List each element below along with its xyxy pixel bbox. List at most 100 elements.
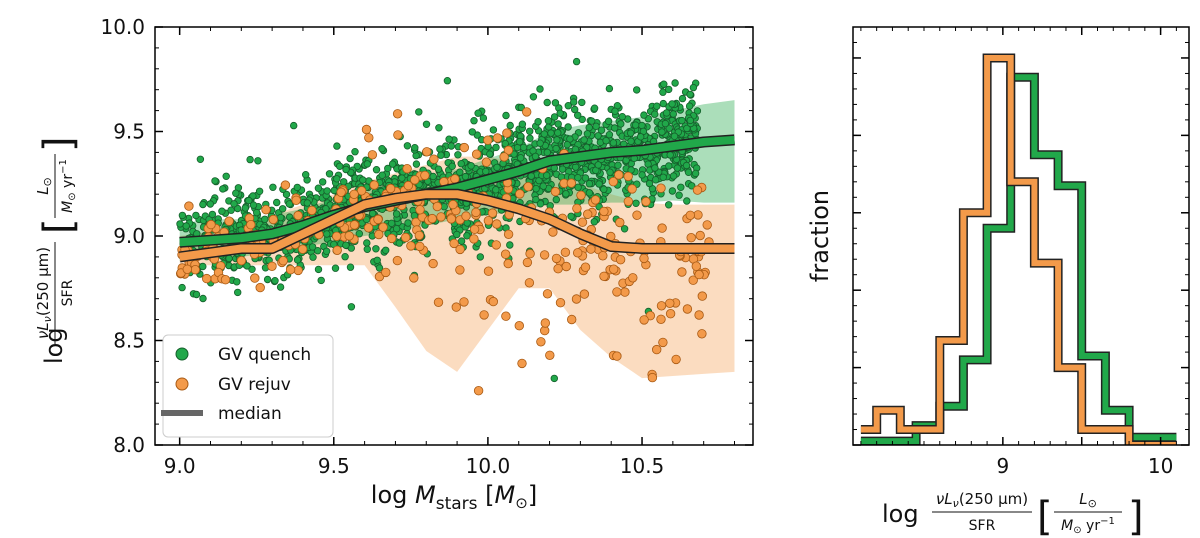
quench-point xyxy=(618,112,626,121)
quench-point xyxy=(309,253,317,261)
quench-point xyxy=(620,225,629,233)
rejuv-point xyxy=(267,261,277,272)
rejuv-point xyxy=(691,261,702,271)
quench-point xyxy=(331,264,340,272)
quench-point xyxy=(585,189,594,197)
quench-point xyxy=(665,201,673,209)
rejuv-point xyxy=(415,205,425,215)
quench-point xyxy=(233,288,242,297)
quench-point xyxy=(614,161,622,169)
rejuv-point xyxy=(671,354,681,365)
quench-point xyxy=(293,256,302,264)
rejuv-point xyxy=(285,265,296,275)
quench-point xyxy=(570,98,578,106)
quench-point xyxy=(683,124,691,133)
rejuv-point xyxy=(503,229,514,240)
quench-point xyxy=(627,137,635,145)
quench-point xyxy=(631,121,640,129)
quench-point xyxy=(261,215,269,223)
rejuv-point xyxy=(571,294,582,304)
rejuv-point xyxy=(469,224,480,235)
quench-median-line xyxy=(179,135,735,247)
quench-point xyxy=(290,121,298,130)
quench-point xyxy=(346,263,355,271)
rejuv-point xyxy=(555,298,566,308)
quench-point xyxy=(468,128,476,136)
quench-point xyxy=(486,150,494,158)
quench-point xyxy=(563,140,571,149)
rejuv-point xyxy=(332,245,342,256)
rejuv-point xyxy=(525,248,535,259)
rejuv-point xyxy=(682,304,693,314)
rejuv-point xyxy=(402,163,412,174)
quench-point xyxy=(644,160,652,168)
rejuv-point xyxy=(628,273,638,283)
rejuv-point xyxy=(577,217,588,227)
quench-point xyxy=(232,189,240,197)
quench-point xyxy=(552,144,560,153)
quench-point xyxy=(398,174,406,182)
quench-point xyxy=(372,165,381,174)
legend-label-quench: GV quench xyxy=(218,345,311,365)
quench-point xyxy=(506,241,514,249)
rejuv-point xyxy=(539,250,550,260)
quench-point xyxy=(192,290,201,299)
rejuv-point xyxy=(403,180,414,191)
quench-point xyxy=(453,230,461,239)
y-tick-label: 9.5 xyxy=(113,120,145,144)
quench-point xyxy=(516,137,524,146)
quench-point xyxy=(532,195,540,204)
legend-box xyxy=(162,334,334,438)
quench-point xyxy=(688,182,696,190)
rejuv-point xyxy=(567,314,577,325)
quench-point xyxy=(176,220,184,228)
quench-point xyxy=(543,98,551,107)
histogram-steps xyxy=(860,53,1177,445)
quench-point xyxy=(249,192,257,200)
quench-point xyxy=(336,162,344,170)
rejuv-point xyxy=(614,170,624,180)
svg-text:L⊙: L⊙ xyxy=(34,177,54,195)
rejuv-point xyxy=(579,289,590,299)
rejuv-point xyxy=(615,217,625,228)
rejuv-point xyxy=(374,229,384,240)
rejuv-point xyxy=(349,220,360,230)
quench-point xyxy=(685,102,694,110)
rejuv-point xyxy=(261,204,271,215)
quench-point xyxy=(544,116,553,125)
quench-point xyxy=(219,185,227,193)
rejuv-point xyxy=(459,297,469,307)
quench-point xyxy=(273,198,281,207)
quench-point xyxy=(597,126,606,134)
quench-point xyxy=(592,122,600,130)
quench-point xyxy=(434,165,443,173)
quench-point xyxy=(199,200,207,209)
rejuv-point xyxy=(367,150,378,160)
quench-point xyxy=(552,195,560,204)
rejuv-point xyxy=(586,244,596,254)
rejuv-point xyxy=(420,170,430,181)
rejuv-point xyxy=(483,266,494,276)
rejuv-point xyxy=(639,315,649,325)
quench-point xyxy=(526,134,534,142)
scatter-y-axis-label: log νLν(250 μm) SFR [ L⊙ M⊙ yr−1 ] xyxy=(34,136,82,364)
rejuv-point xyxy=(436,212,446,222)
quench-point xyxy=(580,136,588,144)
rejuv-point xyxy=(429,154,439,164)
rejuv-point xyxy=(688,275,698,285)
quench-point xyxy=(271,277,279,285)
rejuv-point xyxy=(522,107,532,117)
rejuv-point xyxy=(182,264,193,275)
y-tick-label: 8.0 xyxy=(113,433,145,457)
rejuv-point xyxy=(599,271,609,282)
rejuv-point xyxy=(471,149,482,159)
quench-point xyxy=(254,157,262,165)
quench-point xyxy=(659,173,667,181)
quench-point xyxy=(662,109,671,117)
rejuv-point xyxy=(608,176,619,187)
quench-point xyxy=(395,239,403,247)
quench-point xyxy=(536,85,544,93)
quench-point xyxy=(208,210,217,219)
rejuv-point xyxy=(623,196,634,207)
rejuv-point xyxy=(291,195,301,206)
